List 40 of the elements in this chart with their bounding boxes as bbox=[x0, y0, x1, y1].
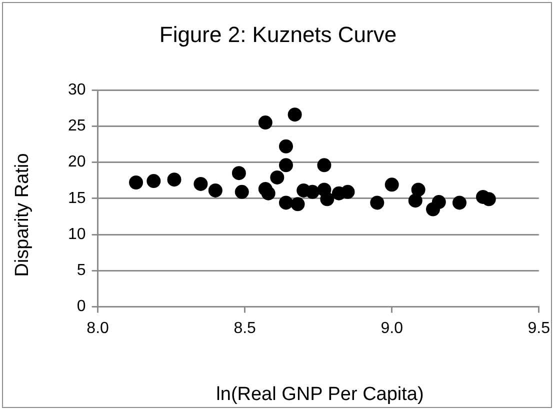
point bbox=[340, 184, 355, 199]
y-tick-label: 30 bbox=[68, 81, 86, 98]
y-tick-label: 25 bbox=[68, 118, 86, 135]
point bbox=[270, 170, 284, 184]
point bbox=[452, 196, 466, 210]
y-tick-label: 15 bbox=[68, 190, 86, 207]
point bbox=[305, 184, 320, 199]
x-tick-label: 9.5 bbox=[528, 320, 550, 337]
point bbox=[278, 139, 293, 154]
point bbox=[370, 196, 384, 210]
point bbox=[167, 172, 182, 187]
point bbox=[194, 176, 208, 191]
y-tick-label: 20 bbox=[68, 154, 86, 171]
point bbox=[261, 186, 276, 200]
chart-title: Figure 2: Kuznets Curve bbox=[158, 22, 398, 48]
point bbox=[482, 192, 496, 206]
point bbox=[290, 197, 305, 212]
point bbox=[278, 158, 293, 172]
point bbox=[320, 192, 334, 206]
y-tick-label: 5 bbox=[76, 262, 86, 280]
x-tick-label: 8.0 bbox=[86, 320, 110, 337]
y-tick-label: 0 bbox=[76, 298, 86, 316]
point bbox=[432, 195, 446, 210]
y-tick-label: 10 bbox=[68, 226, 86, 243]
point bbox=[146, 174, 161, 188]
point bbox=[208, 183, 222, 198]
x-tick-label: 9.0 bbox=[380, 320, 404, 337]
x-tick-label: 8.5 bbox=[234, 320, 256, 337]
point bbox=[129, 176, 144, 190]
point bbox=[288, 108, 302, 122]
point bbox=[258, 116, 272, 130]
y-axis-title: Disparity Ratio bbox=[12, 153, 34, 277]
point bbox=[232, 166, 246, 180]
point bbox=[234, 184, 249, 199]
x-axis-title: ln(Real GNP Per Capita) bbox=[215, 384, 425, 406]
point bbox=[408, 194, 422, 208]
point bbox=[384, 178, 399, 192]
point bbox=[317, 158, 332, 172]
point bbox=[278, 196, 293, 210]
point bbox=[411, 182, 426, 197]
